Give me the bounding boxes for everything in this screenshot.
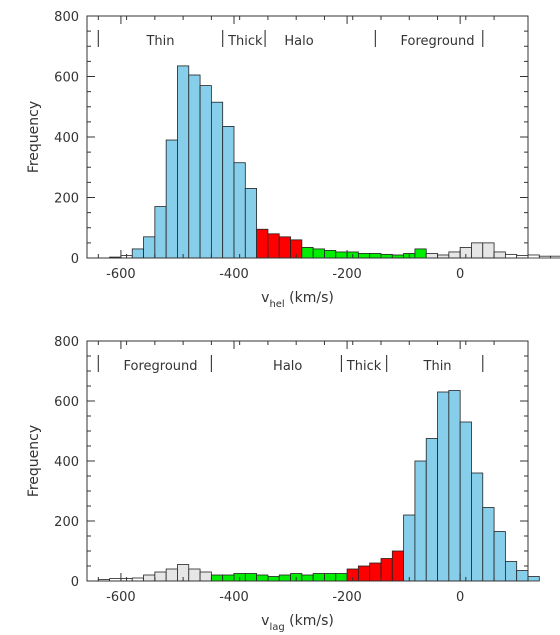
histogram-bar-empty — [527, 254, 540, 259]
y-axis-label: Frequency — [26, 425, 42, 497]
histogram-bar-thin — [493, 531, 506, 582]
histogram-bar-foreground — [482, 242, 495, 259]
histogram-bar-foreground — [154, 571, 167, 582]
histogram-bar-halo — [380, 253, 393, 259]
histogram-bar-foreground — [493, 251, 506, 259]
histogram-bar-halo — [210, 574, 224, 582]
histogram-bar-halo — [369, 253, 382, 259]
histogram-bar-halo — [324, 573, 337, 582]
histogram-bar-halo — [301, 574, 314, 582]
histogram-bar-thin — [437, 391, 450, 582]
histogram-bar-thin — [177, 65, 190, 259]
x-tick-label: -600 — [106, 590, 136, 605]
histogram-panel-lag: 0 200 400 600 800 -600 -400 -200 0 Foreground Halo… — [26, 335, 540, 633]
histogram-bar-halo — [222, 574, 235, 582]
histogram-bar-foreground — [188, 568, 201, 582]
histogram-bar-halo — [256, 574, 269, 582]
histogram-bar-thin — [210, 101, 224, 259]
y-tick-label: 200 — [54, 192, 79, 207]
region-label-thin: Thin — [423, 359, 452, 374]
histogram-bar-thick — [380, 558, 393, 582]
histogram-bar-empty — [504, 253, 518, 259]
histogram-bar-empty — [550, 255, 560, 259]
histogram-bar-thin — [403, 514, 416, 582]
histogram-bar-foreground — [471, 242, 484, 259]
y-tick-label: 600 — [54, 71, 79, 86]
histogram-bar-thin — [131, 248, 144, 259]
histogram-bar-thin — [448, 390, 461, 582]
y-tick-label: 0 — [71, 252, 79, 267]
histogram-bar-foreground — [199, 571, 212, 582]
histogram-bar-thin — [425, 438, 438, 582]
region-label-thick: Thick — [227, 34, 263, 49]
y-tick-label: 200 — [54, 515, 79, 530]
histogram-bar-thin — [482, 507, 495, 582]
histogram-bar-empty — [538, 255, 552, 259]
y-tick-label: 800 — [54, 335, 79, 350]
histogram-bar-thick — [278, 236, 291, 259]
histogram-bar-halo — [414, 248, 427, 259]
x-axis-label: vlag (km/s) — [261, 613, 334, 633]
histogram-bar-thin — [516, 570, 529, 582]
x-tick-label: -400 — [219, 590, 249, 605]
region-label-foreground: Foreground — [401, 34, 475, 49]
x-axis-label: vhel (km/s) — [261, 290, 334, 310]
plot-frame — [86, 15, 529, 259]
histogram-bar-thin — [199, 85, 212, 259]
histogram-bar-halo — [244, 573, 258, 582]
region-label-foreground: Foreground — [123, 359, 197, 374]
histogram-bar-thin — [504, 561, 518, 582]
histogram-bar-halo — [324, 250, 337, 259]
histogram-bar-halo — [312, 248, 325, 259]
histogram-bar-thin — [414, 460, 427, 582]
histogram-bar-foreground — [165, 568, 178, 582]
histogram-bar-halo — [267, 576, 280, 582]
region-label-thick: Thick — [346, 359, 382, 374]
histogram-bar-foreground — [448, 251, 461, 259]
x-tick-label: 0 — [456, 267, 464, 282]
histogram-bar-halo — [312, 573, 325, 582]
histogram-bar-halo — [301, 247, 314, 259]
y-tick-label: 400 — [54, 455, 79, 470]
y-tick-label: 400 — [54, 131, 79, 146]
histogram-bar-foreground — [143, 574, 156, 582]
y-tick-label: 600 — [54, 395, 79, 410]
histogram-bar-thin — [154, 206, 167, 259]
histogram-bar-thin — [471, 472, 484, 582]
histogram-bar-halo — [357, 253, 371, 259]
x-tick-label: -400 — [219, 267, 249, 282]
y-axis-label: Frequency — [26, 101, 42, 173]
histogram-bar-halo — [335, 573, 348, 582]
x-tick-label: -200 — [332, 590, 362, 605]
histogram-bar-thin — [233, 162, 246, 259]
histogram-bar-thin — [143, 236, 156, 259]
histogram-bar-thick — [369, 562, 382, 582]
histogram-bar-thin — [527, 576, 540, 582]
histogram-bar-halo — [278, 574, 291, 582]
x-tick-label: 0 — [456, 590, 464, 605]
histogram-panel-heliocentric: 0 200 400 600 800 -600 -400 -200 0 Thin Thick Halo F… — [26, 10, 560, 310]
histogram-bar-thin — [459, 421, 472, 582]
histogram-bar-thin — [165, 139, 178, 259]
region-label-halo: Halo — [273, 359, 302, 374]
x-tick-label: -600 — [106, 267, 136, 282]
histogram-bar-thick — [256, 228, 269, 259]
histogram-bar-foreground — [425, 253, 438, 259]
histogram-bar-halo — [335, 251, 348, 259]
histogram-bar-thick — [267, 233, 280, 259]
region-label-halo: Halo — [284, 34, 313, 49]
x-tick-label: -200 — [332, 267, 362, 282]
region-label-thin: Thin — [145, 34, 174, 49]
y-tick-label: 800 — [54, 10, 79, 25]
histogram-bar-thin — [188, 74, 201, 259]
histogram-bar-thin — [222, 126, 235, 259]
histogram-bar-thin — [244, 188, 258, 259]
histogram-bar-thick — [357, 565, 371, 582]
histogram-bar-thick — [391, 550, 405, 582]
y-tick-label: 0 — [71, 575, 79, 590]
